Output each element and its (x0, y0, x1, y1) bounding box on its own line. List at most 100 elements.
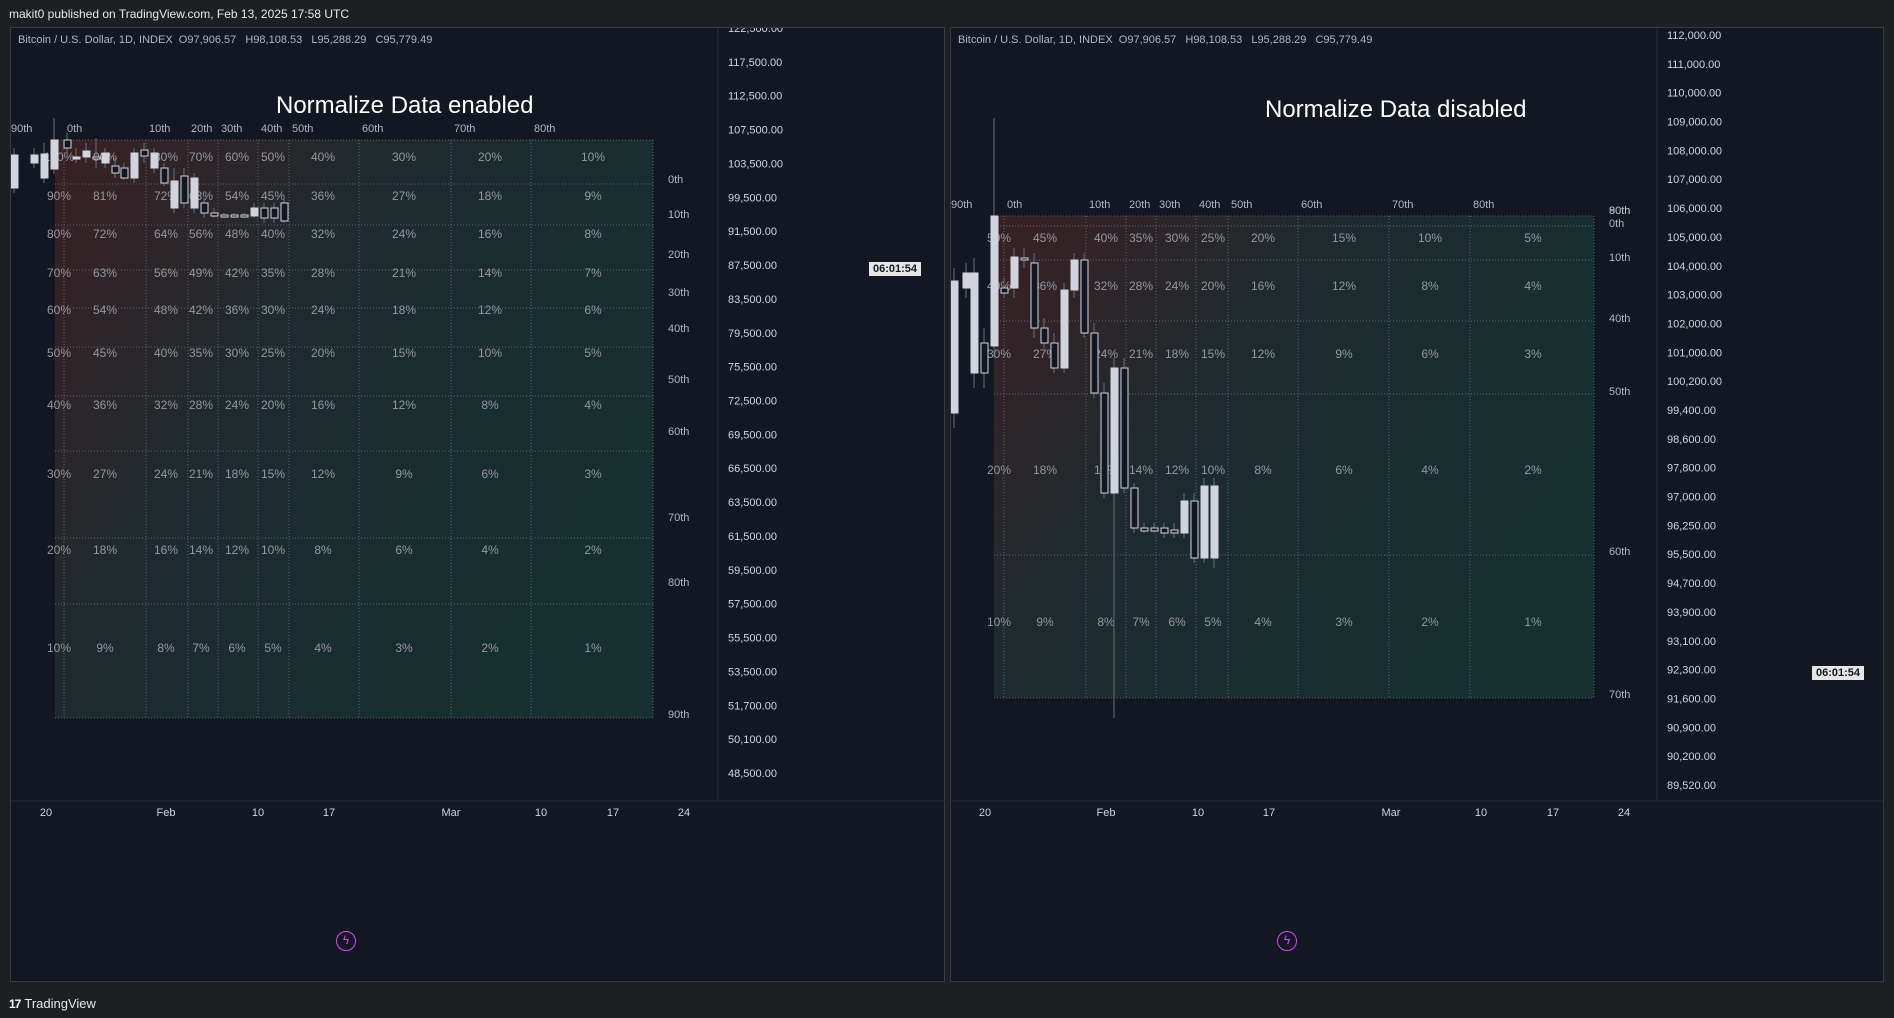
row-percentile-label: 90th (1609, 205, 1630, 217)
time-tick-label: 17 (1547, 807, 1559, 819)
row-percentile-label: 70th (1609, 689, 1630, 701)
tradingview-logo-icon[interactable]: 17 (9, 997, 21, 1011)
candle-body (72, 156, 81, 160)
grid-cell-value: 4% (481, 543, 499, 557)
symbol-legend: Bitcoin / U.S. Dollar, 1D, INDEX O97,906… (958, 34, 1373, 46)
grid-cell-value: 30% (47, 467, 71, 481)
col-percentile-label: 50th (1231, 199, 1252, 211)
bar-countdown: 06:01:54 (869, 262, 922, 276)
grid-cell-value: 15% (1332, 231, 1356, 245)
grid-cell-value: 40% (47, 398, 71, 412)
candle-body (140, 149, 149, 157)
grid-cell-value: 6% (481, 467, 499, 481)
candle-body (170, 180, 179, 209)
grid-cell-value: 10% (1201, 463, 1225, 477)
price-tick-label: 48,500.00 (728, 768, 777, 780)
chart-pane-not-normalized[interactable]: 112,000.00 111,000.00 110,000.00 109,000.00… (950, 27, 1884, 982)
footer-brand[interactable]: TradingView (24, 996, 96, 1011)
grid-cell-value: 25% (1201, 231, 1225, 245)
grid-cell-value: 12% (478, 303, 502, 317)
grid-cell-value: 12% (1332, 279, 1356, 293)
grid-cell-value: 18% (225, 467, 249, 481)
grid-cell-value: 20% (1251, 231, 1275, 245)
candle-body (120, 167, 129, 179)
grid-cell-value: 80% (47, 227, 71, 241)
time-tick-label: 24 (678, 807, 690, 819)
grid-cell-value: 28% (1129, 279, 1153, 293)
time-tick-label: 10 (252, 807, 264, 819)
grid-cell-value: 7% (1132, 615, 1150, 629)
price-tick-label: 103,000.00 (1667, 290, 1722, 302)
price-tick-label: 83,500.00 (728, 294, 777, 306)
grid-cell-value: 21% (189, 467, 213, 481)
chart-pane-normalized[interactable]: 122,500.00 117,500.00 112,500.00 107,500.00… (10, 27, 945, 982)
grid-cell-value: 15% (261, 467, 285, 481)
candle-body (190, 177, 199, 209)
grid-cell-value: 8% (1254, 463, 1272, 477)
price-tick-label: 50,100.00 (728, 734, 777, 746)
grid-cell-value: 12% (311, 467, 335, 481)
grid-cell-value: 18% (1165, 347, 1189, 361)
candle-body (951, 280, 959, 414)
candle-body (962, 272, 971, 289)
bar-countdown: 06:01:54 (1812, 666, 1865, 680)
chart-canvas-left[interactable]: 122,500.00 117,500.00 112,500.00 107,500.00… (11, 28, 945, 982)
col-percentile-label: 40th (1199, 199, 1220, 211)
grid-cell-value: 24% (311, 303, 335, 317)
grid-cell-value: 6% (228, 641, 246, 655)
grid-cell-value: 4% (1254, 615, 1272, 629)
grid-cell-value: 36% (225, 303, 249, 317)
overlay-title: Normalize Data disabled (1265, 96, 1527, 123)
close-value: 95,779.49 (1323, 34, 1373, 46)
grid-cell-value: 4% (584, 398, 602, 412)
grid-cell-value: 8% (481, 398, 499, 412)
lightning-icon[interactable]: ϟ (336, 931, 356, 951)
grid-cell-value: 4% (314, 641, 332, 655)
grid-cell-value: 64% (154, 227, 178, 241)
candle-body (180, 175, 189, 204)
price-tick-label: 96,250.00 (1667, 520, 1716, 532)
price-tick-label: 101,000.00 (1667, 347, 1722, 359)
grid-cell-value: 24% (225, 398, 249, 412)
col-percentile-label: 40th (261, 123, 282, 135)
row-percentile-label: 60th (668, 426, 689, 438)
grid-cell-value: 3% (584, 467, 602, 481)
percentile-heat-zone (994, 216, 1594, 698)
grid-cell-value: 32% (154, 398, 178, 412)
price-tick-label: 90,900.00 (1667, 722, 1716, 734)
grid-cell-value: 50% (47, 346, 71, 360)
grid-cell-value: 9% (96, 641, 114, 655)
candle-body (50, 139, 59, 170)
price-tick-label: 55,500.00 (728, 633, 777, 645)
candle-body (980, 342, 989, 374)
candle-body (210, 212, 219, 217)
grid-cell-value: 4% (1421, 463, 1439, 477)
price-tick-label: 105,000.00 (1667, 232, 1722, 244)
grid-cell-value: 10% (47, 641, 71, 655)
row-percentile-label: 20th (668, 249, 689, 261)
candle-body (92, 156, 101, 160)
grid-cell-value: 60% (47, 303, 71, 317)
price-tick-label: 87,500.00 (728, 260, 777, 272)
grid-cell-value: 16% (1251, 279, 1275, 293)
high-value: 98,108.53 (1193, 34, 1243, 46)
grid-cell-value: 10% (478, 346, 502, 360)
price-tick-label: 109,000.00 (1667, 117, 1722, 129)
grid-cell-value: 32% (311, 227, 335, 241)
grid-cell-value: 56% (154, 266, 178, 280)
grid-cell-value: 63% (93, 266, 117, 280)
grid-cell-value: 35% (189, 346, 213, 360)
price-tick-label: 117,500.00 (728, 57, 782, 69)
grid-cell-value: 15% (392, 346, 416, 360)
lightning-icon[interactable]: ϟ (1277, 931, 1297, 951)
price-tick-label: 92,300.00 (1667, 665, 1716, 677)
grid-cell-value: 40% (1094, 231, 1118, 245)
time-tick-label: 20 (40, 807, 52, 819)
price-tick-label: 66,500.00 (728, 463, 777, 475)
candle-body (1020, 257, 1029, 261)
price-tick-label: 69,500.00 (728, 429, 777, 441)
grid-cell-value: 30% (261, 303, 285, 317)
row-percentile-label: 90th (668, 709, 689, 721)
col-percentile-label: 60th (362, 123, 383, 135)
chart-canvas-right[interactable]: 112,000.00 111,000.00 110,000.00 109,000.00… (951, 28, 1884, 982)
